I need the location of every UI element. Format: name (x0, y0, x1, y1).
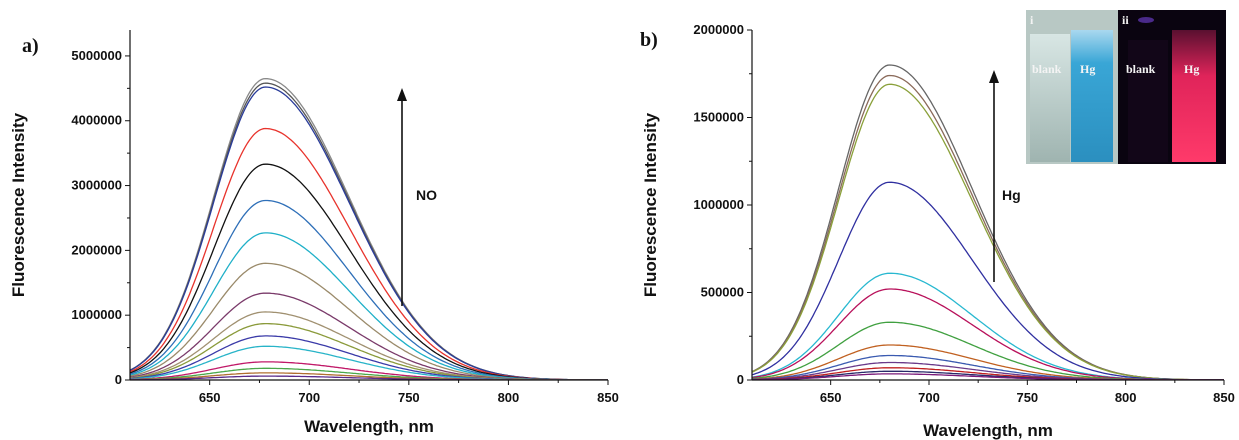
inset-label-blank-1: blank (1032, 62, 1062, 76)
inset-uv-photo: ii blank Hg (1118, 10, 1226, 164)
panel-a-label: a) (22, 35, 39, 57)
panel-b-arrow-head (989, 70, 999, 83)
panel-a-x-tick-label: 650 (199, 390, 221, 405)
panel-a-series-line-3 (130, 86, 608, 380)
panel-a-y-tick-label: 2000000 (71, 242, 122, 257)
panel-b-label: b) (640, 29, 658, 51)
panel-a-y-tick-label: 1000000 (71, 307, 122, 322)
panel-b-x-tick-label: 850 (1213, 390, 1235, 405)
inset-label-i: i (1030, 13, 1034, 27)
panel-a-series-line-12 (130, 335, 608, 380)
panel-a-series-line-17 (130, 375, 608, 380)
panel-b: b) 650 700 750 800 850 0 500000 1000000 1500000 2… (640, 10, 1235, 440)
panel-a-series-line-10 (130, 311, 608, 380)
panel-b-y-tick-label: 2000000 (693, 22, 744, 37)
panel-a-x-title: Wavelength, nm (304, 417, 434, 436)
inset-label-blank-2: blank (1126, 62, 1156, 76)
panel-b-ticks: 650 700 750 800 850 0 500000 1000000 1500000 2000… (693, 22, 1234, 405)
panel-b-x-tick-label: 700 (918, 390, 940, 405)
inset-label-hg-2: Hg (1184, 62, 1199, 76)
inset-daylight-photo: i blank Hg (1026, 10, 1118, 164)
panel-a-arrow-head (397, 88, 407, 101)
panel-b-y-tick-label: 0 (737, 372, 744, 387)
panel-a-y-title: Fluorescence Intensity (9, 112, 28, 297)
panel-a-x-tick-label: 750 (398, 390, 420, 405)
panel-b-x-title: Wavelength, nm (923, 421, 1053, 440)
panel-b-series-line-4 (752, 181, 1224, 380)
panel-a-series-line-4 (130, 127, 608, 380)
panel-a-y-tick-label: 5000000 (71, 48, 122, 63)
panel-b-x-tick-label: 650 (820, 390, 842, 405)
panel-a: a) 650 700 750 800 850 0 1000000 2000000 3000000… (9, 30, 619, 436)
panel-a-y-tick-label: 4000000 (71, 113, 122, 128)
panel-a-series (130, 77, 608, 380)
panel-a-y-tick-label: 0 (115, 372, 122, 387)
panel-a-x-tick-label: 800 (498, 390, 520, 405)
panel-b-series-line-5 (752, 272, 1224, 380)
panel-b-x-tick-label: 800 (1115, 390, 1137, 405)
vial-photo-inset: i blank Hg ii blank Hg (1026, 10, 1226, 164)
blank-vial-uv (1128, 40, 1168, 162)
panel-a-series-line-9 (130, 292, 608, 380)
panel-a-x-tick-label: 700 (298, 390, 320, 405)
panel-b-y-title: Fluorescence Intensity (641, 112, 660, 297)
panel-a-annotation: NO (416, 187, 437, 203)
panel-b-y-tick-label: 1500000 (693, 110, 744, 125)
blank-vial-daylight (1030, 34, 1070, 162)
inset-label-hg-1: Hg (1080, 62, 1095, 76)
panel-a-series-line-7 (130, 232, 608, 380)
panel-b-x-tick-label: 750 (1016, 390, 1038, 405)
panel-a-y-tick-label: 3000000 (71, 178, 122, 193)
panel-b-annotation: Hg (1002, 187, 1021, 203)
panel-b-y-tick-label: 500000 (701, 285, 744, 300)
hg-vial-uv (1172, 30, 1216, 162)
panel-b-series-line-3 (752, 83, 1224, 380)
inset-label-ii: ii (1122, 13, 1129, 27)
panel-b-y-tick-label: 1000000 (693, 197, 744, 212)
panel-a-series-line-1 (130, 77, 608, 380)
panel-a-series-line-2 (130, 82, 608, 380)
panel-a-x-tick-label: 850 (597, 390, 619, 405)
hg-vial-daylight (1071, 30, 1113, 162)
panel-a-ticks: 650 700 750 800 850 0 1000000 2000000 3000000 400… (71, 48, 618, 405)
